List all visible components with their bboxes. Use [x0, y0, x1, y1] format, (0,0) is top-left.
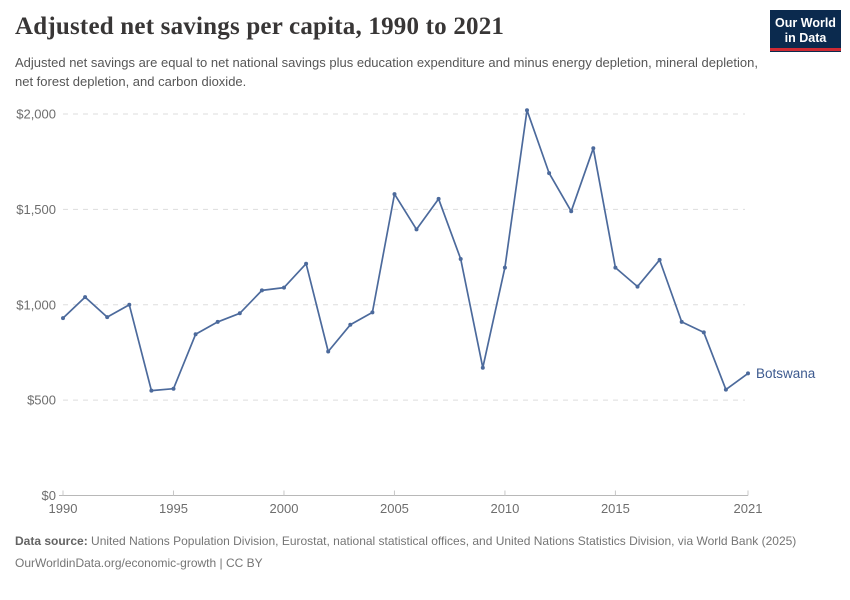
svg-text:1995: 1995 — [159, 501, 188, 516]
svg-text:$500: $500 — [27, 393, 56, 408]
svg-text:2010: 2010 — [490, 501, 519, 516]
data-source-line: Data source: United Nations Population D… — [15, 533, 837, 549]
logo-red-bar — [770, 48, 841, 51]
svg-text:1990: 1990 — [49, 501, 78, 516]
data-source-label: Data source: — [15, 534, 88, 548]
svg-text:2005: 2005 — [380, 501, 409, 516]
owid-logo[interactable]: Our World in Data — [770, 10, 841, 52]
owid-logo-text: Our World in Data — [775, 16, 836, 45]
svg-text:$1,500: $1,500 — [16, 202, 56, 217]
chart-footer: Data source: United Nations Population D… — [15, 533, 837, 571]
svg-text:$1,000: $1,000 — [16, 297, 56, 312]
data-source-text: United Nations Population Division, Euro… — [91, 534, 797, 548]
footer-link[interactable]: OurWorldinData.org/economic-growth | CC … — [15, 556, 263, 571]
chart-subtitle: Adjusted net savings are equal to net na… — [15, 55, 758, 89]
page-title: Adjusted net savings per capita, 1990 to… — [15, 13, 505, 40]
svg-text:Botswana: Botswana — [756, 366, 816, 381]
svg-text:2021: 2021 — [734, 501, 763, 516]
svg-text:2015: 2015 — [601, 501, 630, 516]
svg-text:$2,000: $2,000 — [16, 107, 56, 122]
svg-text:2000: 2000 — [270, 501, 299, 516]
svg-text:$0: $0 — [42, 488, 56, 503]
